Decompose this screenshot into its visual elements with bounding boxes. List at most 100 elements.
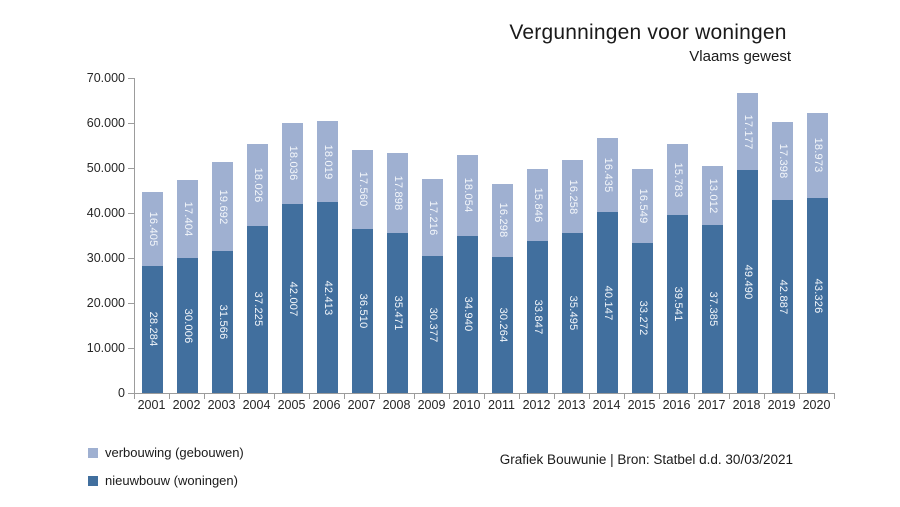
x-axis-label-2002: 2002 xyxy=(172,398,201,412)
bar-group-2014: 16.435 40.147 xyxy=(590,78,625,393)
source-credit: Grafiek Bouwunie | Bron: Statbel d.d. 30… xyxy=(499,452,793,467)
x-axis-tick xyxy=(204,394,205,399)
y-axis-tick xyxy=(128,78,134,79)
bar-group-2005: 18.036 42.007 xyxy=(275,78,310,393)
bar-segment-nieuwbouw-2001: 28.284 xyxy=(142,265,163,393)
bar-group-2004: 18.026 37.225 xyxy=(240,78,275,393)
legend-swatch-verbouwing xyxy=(88,447,98,458)
bar-group-2013: 16.258 35.495 xyxy=(555,78,590,393)
bar-group-2015: 16.549 33.272 xyxy=(625,78,660,393)
legend-label: nieuwbouw (woningen) xyxy=(105,473,238,488)
bar-value-label: 30.377 xyxy=(426,307,439,343)
bar-value-label: 18.054 xyxy=(461,177,474,213)
chart-subtitle: Vlaams gewest xyxy=(689,48,791,65)
bar-segment-verbouwing-2012: 15.846 xyxy=(527,169,548,241)
y-axis-label-50.000: 50.000 xyxy=(86,160,125,175)
bar-value-label: 16.258 xyxy=(566,179,579,215)
bar-value-label: 18.019 xyxy=(321,144,334,179)
x-axis-label-2020: 2020 xyxy=(802,398,831,412)
x-axis-label-2017: 2017 xyxy=(697,398,726,412)
x-axis-tick xyxy=(624,394,625,399)
x-axis-label-2005: 2005 xyxy=(277,398,306,412)
bar-group-2001: 16.405 28.284 xyxy=(135,78,170,393)
bar-segment-verbouwing-2003: 19.692 xyxy=(212,162,233,251)
x-axis-label-2009: 2009 xyxy=(417,398,446,412)
x-axis-tick xyxy=(519,394,520,399)
bar-segment-nieuwbouw-2019: 42.887 xyxy=(772,200,793,393)
bar-segment-verbouwing-2018: 17.177 xyxy=(737,93,758,171)
y-axis-label-60.000: 60.000 xyxy=(86,115,125,130)
x-axis-tick xyxy=(344,394,345,399)
y-axis-label-70.000: 70.000 xyxy=(86,70,125,85)
bar-segment-verbouwing-2008: 17.898 xyxy=(387,152,408,234)
x-axis-tick xyxy=(799,394,800,399)
bar-value-label: 13.012 xyxy=(706,178,719,213)
x-axis-tick xyxy=(414,394,415,399)
bar-segment-verbouwing-2013: 16.258 xyxy=(562,160,583,234)
y-axis-tick xyxy=(128,123,134,124)
y-axis-labels: 0 10.000 20.000 30.000 40.000 50.000 60.000 70.… xyxy=(40,70,125,410)
bar-value-label: 30.006 xyxy=(181,308,194,343)
bar-value-label: 31.566 xyxy=(216,304,229,340)
bar-segment-nieuwbouw-2012: 33.847 xyxy=(527,240,548,393)
bar-segment-verbouwing-2014: 16.435 xyxy=(597,138,618,213)
bar-value-label: 34.940 xyxy=(461,296,474,332)
legend-swatch-nieuwbouw xyxy=(88,475,98,486)
y-axis-label-0: 0 xyxy=(118,385,125,400)
bar-value-label: 35.471 xyxy=(391,295,404,331)
bar-value-label: 17.898 xyxy=(391,175,404,211)
bar-value-label: 49.490 xyxy=(741,264,754,300)
bar-value-label: 35.495 xyxy=(566,295,579,331)
bar-segment-verbouwing-2020: 18.973 xyxy=(807,112,828,198)
bar-segment-verbouwing-2005: 18.036 xyxy=(282,122,303,204)
legend-item-nieuwbouw: nieuwbouw (woningen) xyxy=(88,473,244,488)
chart-title: Vergunningen voor woningen xyxy=(509,21,787,44)
bar-group-2020: 18.973 43.326 xyxy=(800,78,835,393)
bar-segment-nieuwbouw-2006: 42.413 xyxy=(317,202,338,393)
bar-value-label: 17.404 xyxy=(181,201,194,237)
bar-value-label: 15.783 xyxy=(671,162,684,198)
bar-value-label: 42.007 xyxy=(286,281,299,316)
x-axis-label-2003: 2003 xyxy=(207,398,236,412)
x-axis-tick xyxy=(589,394,590,399)
bar-value-label: 40.147 xyxy=(601,285,614,321)
bar-segment-nieuwbouw-2003: 31.566 xyxy=(212,251,233,393)
bar-value-label: 15.846 xyxy=(531,187,544,223)
bar-segment-nieuwbouw-2002: 30.006 xyxy=(177,258,198,393)
legend: verbouwing (gebouwen) nieuwbouw (woninge… xyxy=(88,445,244,501)
x-axis-label-2016: 2016 xyxy=(662,398,691,412)
x-axis-label-2010: 2010 xyxy=(452,398,481,412)
legend-item-verbouwing: verbouwing (gebouwen) xyxy=(88,445,244,460)
bar-value-label: 17.216 xyxy=(426,200,439,235)
bar-segment-verbouwing-2016: 15.783 xyxy=(667,144,688,216)
bar-value-label: 17.177 xyxy=(741,114,754,150)
bar-group-2017: 13.012 37.385 xyxy=(695,78,730,393)
bar-segment-verbouwing-2011: 16.298 xyxy=(492,183,513,257)
x-axis-tick xyxy=(449,394,450,399)
title-block: Vergunningen voor woningen Vlaams gewest xyxy=(505,20,791,66)
x-axis-tick xyxy=(169,394,170,399)
bar-value-label: 37.225 xyxy=(251,291,264,327)
bar-group-2003: 19.692 31.566 xyxy=(205,78,240,393)
x-axis-label-2012: 2012 xyxy=(522,398,551,412)
x-axis-tick xyxy=(134,394,135,399)
x-axis-tick xyxy=(729,394,730,399)
bar-group-2016: 15.783 39.541 xyxy=(660,78,695,393)
x-axis-tick xyxy=(764,394,765,399)
x-axis-tick xyxy=(694,394,695,399)
bar-segment-verbouwing-2001: 16.405 xyxy=(142,191,163,266)
x-axis-label-2001: 2001 xyxy=(137,398,166,412)
x-axis-label-2013: 2013 xyxy=(557,398,586,412)
bar-value-label: 30.264 xyxy=(496,307,509,343)
bar-segment-verbouwing-2009: 17.216 xyxy=(422,178,443,257)
bar-value-label: 43.326 xyxy=(811,278,824,313)
x-axis-tick xyxy=(834,394,835,399)
x-axis-label-2008: 2008 xyxy=(382,398,411,412)
y-axis-label-10.000: 10.000 xyxy=(86,340,125,355)
bar-segment-nieuwbouw-2013: 35.495 xyxy=(562,233,583,393)
bar-segment-verbouwing-2017: 13.012 xyxy=(702,166,723,225)
bar-segment-verbouwing-2010: 18.054 xyxy=(457,154,478,236)
bar-group-2019: 17.398 42.887 xyxy=(765,78,800,393)
bar-value-label: 39.541 xyxy=(671,286,684,322)
bar-segment-nieuwbouw-2018: 49.490 xyxy=(737,170,758,393)
